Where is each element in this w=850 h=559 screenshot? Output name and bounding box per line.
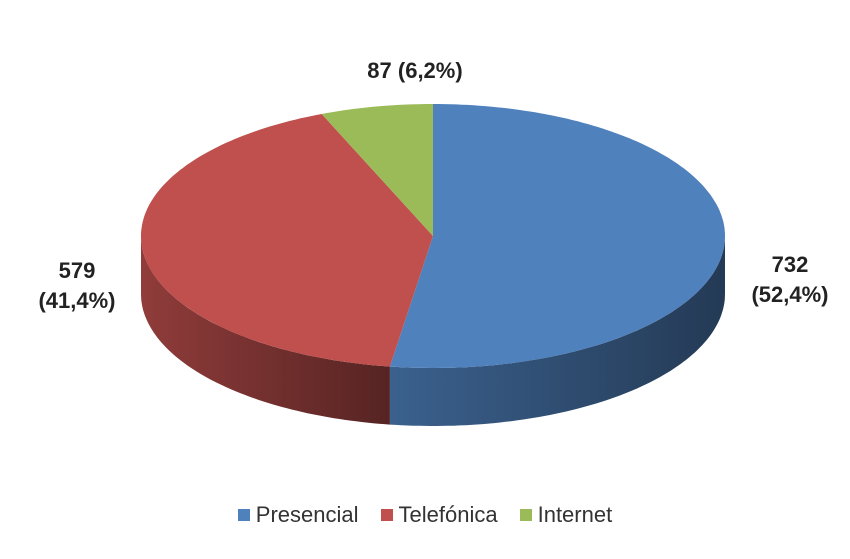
legend-swatch (237, 509, 250, 521)
legend-swatch (519, 509, 532, 521)
legend-label: Presencial (255, 502, 359, 527)
slice (321, 104, 433, 236)
slice (141, 114, 433, 367)
slice-side (389, 236, 725, 426)
legend-label: Internet (537, 502, 613, 527)
slice (389, 104, 725, 368)
legend-swatch (380, 509, 393, 521)
data-label: 87 (6,2%) (367, 58, 463, 83)
data-label: 579 (41,4%) (38, 258, 116, 313)
legend: Presencial Telefónica Internet (0, 502, 850, 528)
legend-item: Presencial (237, 502, 359, 528)
data-label: 732 (52,4%) (751, 252, 829, 307)
slice-side (141, 236, 390, 425)
legend-item: Telefónica (380, 502, 498, 528)
legend-label: Telefónica (398, 502, 498, 527)
legend-item: Internet (519, 502, 613, 528)
